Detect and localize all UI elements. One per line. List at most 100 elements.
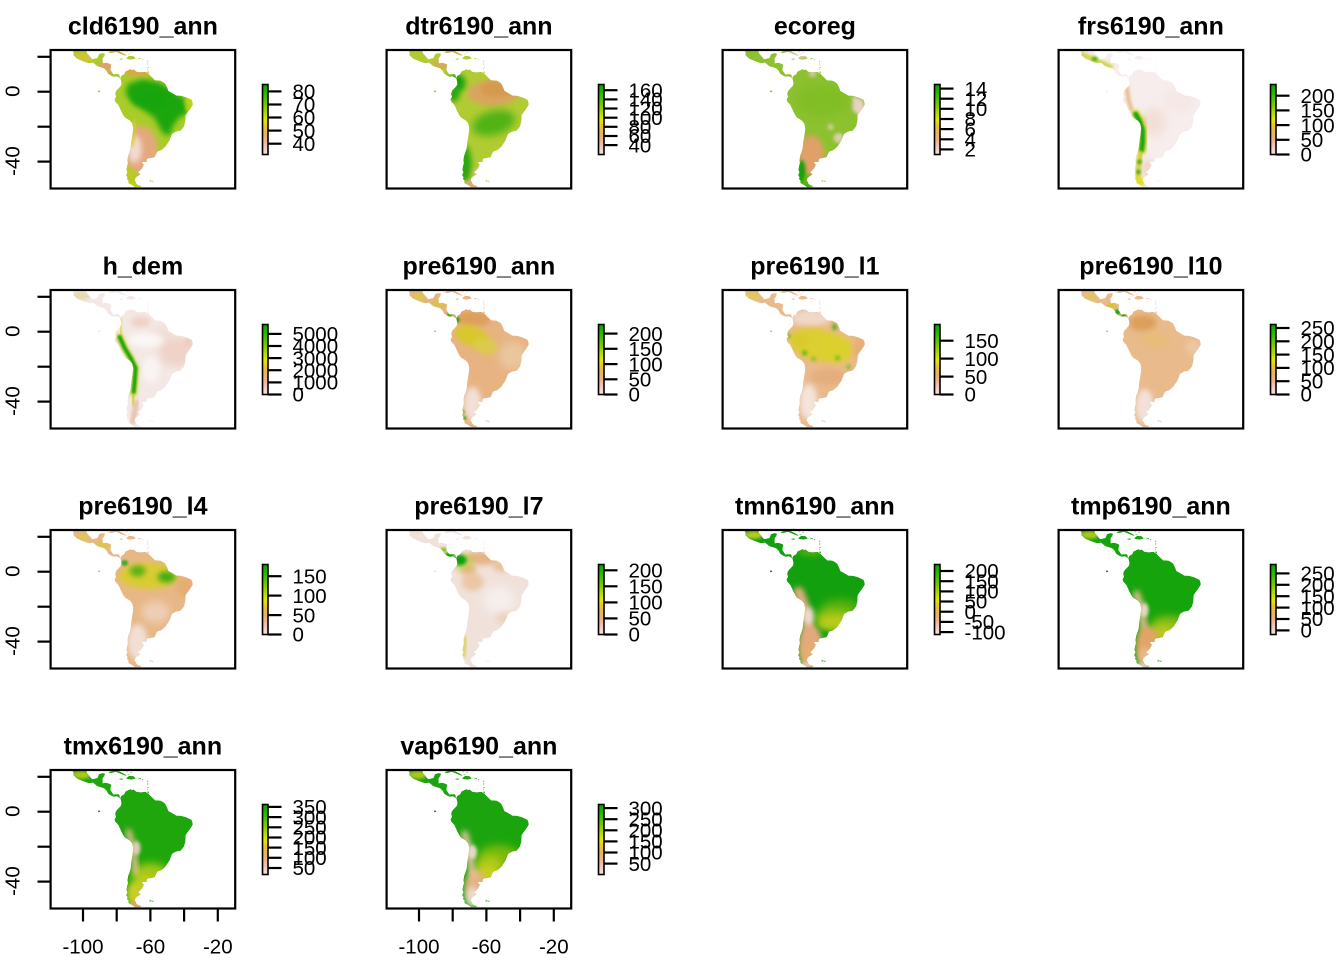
svg-text:0: 0 [2, 85, 25, 96]
svg-text:6: 6 [965, 118, 976, 141]
svg-text:140: 140 [629, 89, 663, 112]
svg-text:h_dem: h_dem [103, 253, 184, 281]
svg-text:100: 100 [629, 842, 663, 865]
svg-text:50: 50 [293, 120, 316, 143]
svg-text:200: 200 [293, 827, 327, 850]
svg-text:0: 0 [2, 565, 25, 576]
svg-text:50: 50 [965, 366, 988, 389]
svg-text:-40: -40 [2, 866, 25, 896]
svg-text:12: 12 [965, 88, 988, 111]
svg-text:tmx6190_ann: tmx6190_ann [64, 733, 222, 761]
svg-text:0: 0 [293, 384, 304, 407]
svg-text:100: 100 [629, 353, 663, 376]
svg-text:160: 160 [629, 79, 663, 102]
svg-text:-50: -50 [965, 611, 995, 634]
svg-text:60: 60 [629, 125, 652, 148]
svg-text:100: 100 [965, 348, 999, 371]
svg-text:pre6190_l1: pre6190_l1 [750, 253, 879, 281]
svg-text:10: 10 [965, 98, 988, 121]
svg-text:tmn6190_ann: tmn6190_ann [735, 493, 895, 521]
svg-text:pre6190_l7: pre6190_l7 [414, 493, 543, 521]
svg-text:150: 150 [1301, 344, 1335, 367]
svg-text:0: 0 [1301, 144, 1312, 167]
svg-text:50: 50 [293, 604, 316, 627]
svg-text:-100: -100 [965, 621, 1006, 644]
svg-text:100: 100 [1301, 114, 1335, 137]
svg-text:50: 50 [965, 591, 988, 614]
svg-text:1000: 1000 [293, 372, 339, 395]
svg-text:50: 50 [1301, 129, 1324, 152]
svg-text:70: 70 [293, 94, 316, 117]
svg-text:pre6190_l4: pre6190_l4 [78, 493, 207, 521]
svg-text:150: 150 [1301, 585, 1335, 608]
svg-text:0: 0 [965, 384, 976, 407]
svg-text:ecoreg: ecoreg [774, 13, 856, 41]
svg-text:-20: -20 [203, 936, 233, 959]
svg-text:14: 14 [965, 78, 988, 101]
svg-text:0: 0 [293, 624, 304, 647]
svg-text:100: 100 [629, 592, 663, 615]
svg-text:60: 60 [293, 107, 316, 130]
svg-text:250: 250 [1301, 317, 1335, 340]
svg-text:0: 0 [1301, 620, 1312, 643]
svg-text:0: 0 [629, 384, 640, 407]
svg-text:100: 100 [293, 847, 327, 870]
svg-text:3000: 3000 [293, 347, 339, 370]
svg-text:150: 150 [629, 831, 663, 854]
svg-text:4000: 4000 [293, 335, 339, 358]
svg-text:50: 50 [1301, 370, 1324, 393]
svg-text:-40: -40 [2, 146, 25, 176]
svg-text:0: 0 [629, 624, 640, 647]
svg-text:80: 80 [629, 116, 652, 139]
svg-text:100: 100 [1301, 357, 1335, 380]
svg-text:40: 40 [293, 133, 316, 156]
svg-text:150: 150 [629, 576, 663, 599]
svg-text:200: 200 [629, 820, 663, 843]
svg-text:cld6190_ann: cld6190_ann [68, 13, 218, 41]
svg-text:150: 150 [1301, 100, 1335, 123]
svg-text:50: 50 [629, 369, 652, 392]
svg-text:-60: -60 [136, 936, 166, 959]
svg-text:pre6190_l10: pre6190_l10 [1079, 253, 1222, 281]
svg-text:100: 100 [965, 581, 999, 604]
svg-text:-100: -100 [62, 936, 103, 959]
svg-text:150: 150 [965, 330, 999, 353]
svg-text:pre6190_ann: pre6190_ann [402, 253, 555, 281]
svg-text:-100: -100 [398, 936, 439, 959]
svg-text:-40: -40 [2, 386, 25, 416]
svg-text:5000: 5000 [293, 323, 339, 346]
svg-text:40: 40 [629, 134, 652, 157]
svg-text:300: 300 [293, 806, 327, 829]
svg-text:250: 250 [293, 817, 327, 840]
svg-text:-60: -60 [472, 936, 502, 959]
svg-text:50: 50 [629, 853, 652, 876]
svg-text:200: 200 [1301, 331, 1335, 354]
svg-text:200: 200 [629, 323, 663, 346]
svg-text:50: 50 [293, 857, 316, 880]
svg-text:-20: -20 [539, 936, 569, 959]
svg-text:2000: 2000 [293, 359, 339, 382]
svg-text:0: 0 [965, 601, 976, 624]
svg-text:200: 200 [629, 560, 663, 583]
svg-text:300: 300 [629, 797, 663, 820]
svg-text:frs6190_ann: frs6190_ann [1078, 13, 1224, 41]
svg-text:50: 50 [629, 608, 652, 631]
svg-text:250: 250 [1301, 563, 1335, 586]
svg-text:dtr6190_ann: dtr6190_ann [405, 13, 552, 41]
svg-text:350: 350 [293, 796, 327, 819]
svg-text:250: 250 [629, 808, 663, 831]
svg-text:0: 0 [2, 805, 25, 816]
svg-text:80: 80 [293, 81, 316, 104]
svg-text:200: 200 [965, 560, 999, 583]
svg-text:150: 150 [293, 837, 327, 860]
svg-text:tmp6190_ann: tmp6190_ann [1071, 493, 1231, 521]
svg-text:vap6190_ann: vap6190_ann [400, 733, 557, 761]
svg-text:2: 2 [965, 139, 976, 162]
svg-text:100: 100 [293, 585, 327, 608]
svg-text:4: 4 [965, 129, 976, 152]
svg-text:-40: -40 [2, 626, 25, 656]
svg-text:200: 200 [1301, 85, 1335, 108]
svg-text:200: 200 [1301, 574, 1335, 597]
svg-text:0: 0 [1301, 384, 1312, 407]
svg-text:150: 150 [965, 570, 999, 593]
